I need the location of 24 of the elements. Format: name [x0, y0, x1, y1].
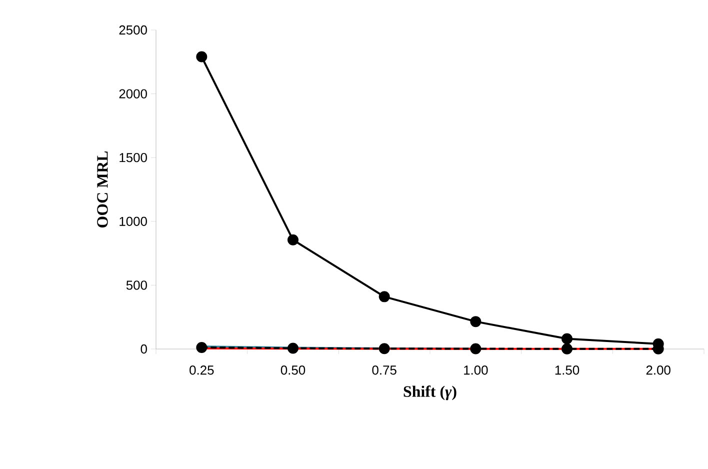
point [378, 291, 390, 302]
point [196, 342, 208, 353]
x-tick-label: 1.00 [464, 366, 488, 375]
point [470, 316, 482, 328]
x-tick-label: 1.50 [555, 366, 580, 375]
point [288, 234, 298, 246]
x-tick-label: 0.25 [190, 366, 214, 375]
point [378, 343, 390, 354]
y-tick-label: 1500 [120, 153, 147, 162]
y-tick-label: 0 [140, 344, 147, 354]
y-axis-title: OOC MRL [97, 151, 108, 228]
y-tick-label: 2000 [119, 89, 147, 98]
point [470, 343, 482, 354]
x-axis-title: Shift (γ) [404, 386, 456, 400]
x-tick-label: 0.50 [280, 366, 306, 375]
y-tick-label: 1000 [120, 216, 147, 226]
x-tick-label: 0.75 [372, 366, 396, 375]
x-tick-label: 2.00 [646, 366, 670, 375]
point [562, 333, 572, 344]
point [562, 343, 572, 354]
y-tick-label: 500 [126, 280, 147, 290]
point [196, 51, 208, 62]
y-tick-label: 2500 [119, 25, 147, 35]
point [288, 342, 298, 354]
